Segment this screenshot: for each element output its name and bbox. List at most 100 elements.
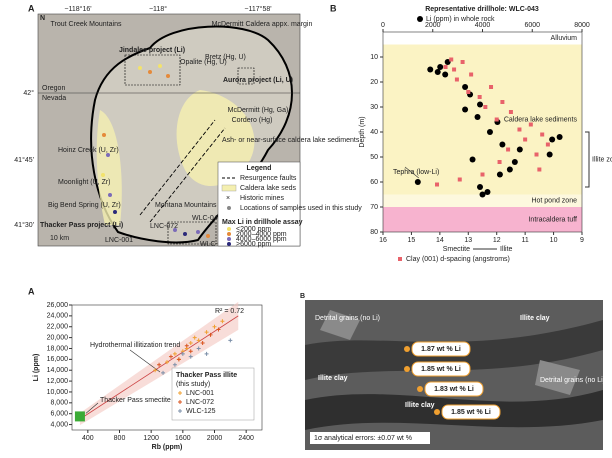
point	[204, 351, 209, 356]
point	[517, 127, 522, 132]
x2-tick-label: 13	[464, 237, 472, 244]
legend-label: Caldera lake seds	[240, 185, 297, 192]
zone-label: Caldera lake sediments	[504, 116, 578, 123]
legend-marker	[417, 16, 423, 22]
panel-label: B	[300, 293, 305, 300]
coord: 41°30'	[14, 221, 34, 229]
y-axis-label: Depth (m)	[359, 116, 366, 147]
sem-value: 1.87 wt % Li	[421, 346, 461, 353]
point	[540, 132, 545, 137]
place: McDermitt Caldera appx. margin	[212, 21, 313, 28]
y-tick-label: 50	[370, 154, 378, 161]
x2-tick-label: 9	[580, 237, 584, 244]
point	[546, 151, 553, 158]
point	[184, 343, 189, 348]
coord: 41°45'	[14, 156, 34, 164]
legend-marker	[178, 391, 182, 395]
smectite-point	[74, 411, 85, 422]
lake-sediments	[96, 110, 122, 225]
x-tick-label: 8000	[574, 22, 590, 29]
point	[474, 114, 481, 120]
point	[153, 368, 158, 373]
y-tick-label: 20,000	[47, 334, 69, 341]
point	[556, 134, 563, 140]
point	[523, 137, 528, 142]
point	[462, 84, 469, 90]
legend-marker	[178, 400, 182, 404]
x-tick-label: 400	[82, 435, 94, 442]
point	[427, 66, 434, 73]
point	[161, 370, 166, 375]
point	[483, 105, 488, 109]
legend-symbol	[227, 206, 231, 210]
x2-tick-label: 15	[408, 237, 416, 244]
x-tick-label: 800	[114, 435, 126, 442]
place: Thacker Pass project (Li)	[40, 222, 123, 229]
place: Jindalee project (Li)	[119, 47, 185, 54]
point	[228, 338, 233, 343]
legend-symbol	[227, 232, 231, 236]
point	[414, 179, 421, 185]
y-tick-label: 6,000	[50, 411, 68, 418]
place: Big Bend Spring (U, Zr)	[48, 202, 121, 209]
point	[497, 160, 502, 164]
x2-label: Smectite	[443, 246, 470, 253]
scale: 10 km	[50, 235, 69, 242]
chart-title: Representative drillhole: WLC-043	[425, 6, 539, 13]
sem-value: 1.85 wt % Li	[451, 409, 491, 416]
legend-symbol	[227, 242, 231, 246]
annotation: Tephra (low-Li)	[393, 169, 439, 176]
point	[196, 338, 201, 343]
point	[172, 362, 177, 367]
r2-label: R² = 0.72	[215, 308, 244, 315]
point	[545, 142, 550, 147]
place: Cordero (Hg)	[232, 117, 273, 124]
legend-marker	[178, 409, 182, 413]
zone	[383, 44, 582, 195]
analysis-labels: 1.87 wt % Li 1.85 wt % Li 1.83 wt % Li 1…	[404, 341, 501, 420]
point	[469, 156, 476, 163]
place: Ash- or near-surface caldera lake sedime…	[222, 137, 360, 144]
legend-label: >6000 ppm	[236, 241, 271, 248]
point	[435, 182, 440, 187]
legend-label: Historic mines	[240, 195, 284, 202]
legend-title: Max Li in drillhole assay	[222, 219, 303, 226]
legend-label: 4000–6000 ppm	[236, 236, 287, 243]
sem-label: Illite clay	[520, 315, 550, 322]
point	[434, 69, 441, 75]
point	[442, 71, 449, 78]
point	[444, 59, 451, 65]
legend-label: Clay (001) d-spacing (angstroms)	[406, 256, 510, 263]
x2-tick-label: 14	[436, 237, 444, 244]
sem-caption: 1σ analytical errors: ±0.07 wt %	[314, 435, 412, 442]
point	[208, 332, 213, 337]
sample-dots	[101, 64, 210, 238]
legend-label: LNC-072	[186, 399, 214, 406]
bracket-label: Illite zone	[592, 156, 612, 163]
caption-box	[310, 432, 430, 444]
place: Nevada	[42, 95, 66, 102]
y-tick-label: 40	[370, 129, 378, 136]
sem-image: B Detrital grains (no Li) Illite clay Il…	[300, 293, 605, 450]
point	[469, 72, 474, 77]
point	[479, 191, 486, 198]
trend-label: Hydrothermal illitization trend	[90, 342, 180, 349]
point	[486, 129, 493, 135]
point	[500, 100, 505, 104]
y-tick-label: 10,000	[47, 389, 69, 396]
north: N	[40, 15, 45, 22]
x-tick-label: 1200	[143, 435, 159, 442]
coord: 42°	[23, 89, 34, 97]
annotation-arrow	[85, 402, 99, 414]
place: Bretz (Hg, U)	[205, 54, 246, 61]
x2-label: Illite	[500, 246, 513, 253]
point	[460, 60, 465, 64]
x-tick-label: 2400	[238, 435, 254, 442]
sem-label: Detrital grains (no Li)	[540, 377, 605, 384]
legend-label: LNC-001	[186, 390, 214, 397]
sem-label: Illite clay	[318, 375, 348, 382]
y-tick-label: 80	[370, 229, 378, 236]
point	[466, 90, 471, 94]
sem-label: Detrital grains (no Li)	[315, 315, 380, 322]
